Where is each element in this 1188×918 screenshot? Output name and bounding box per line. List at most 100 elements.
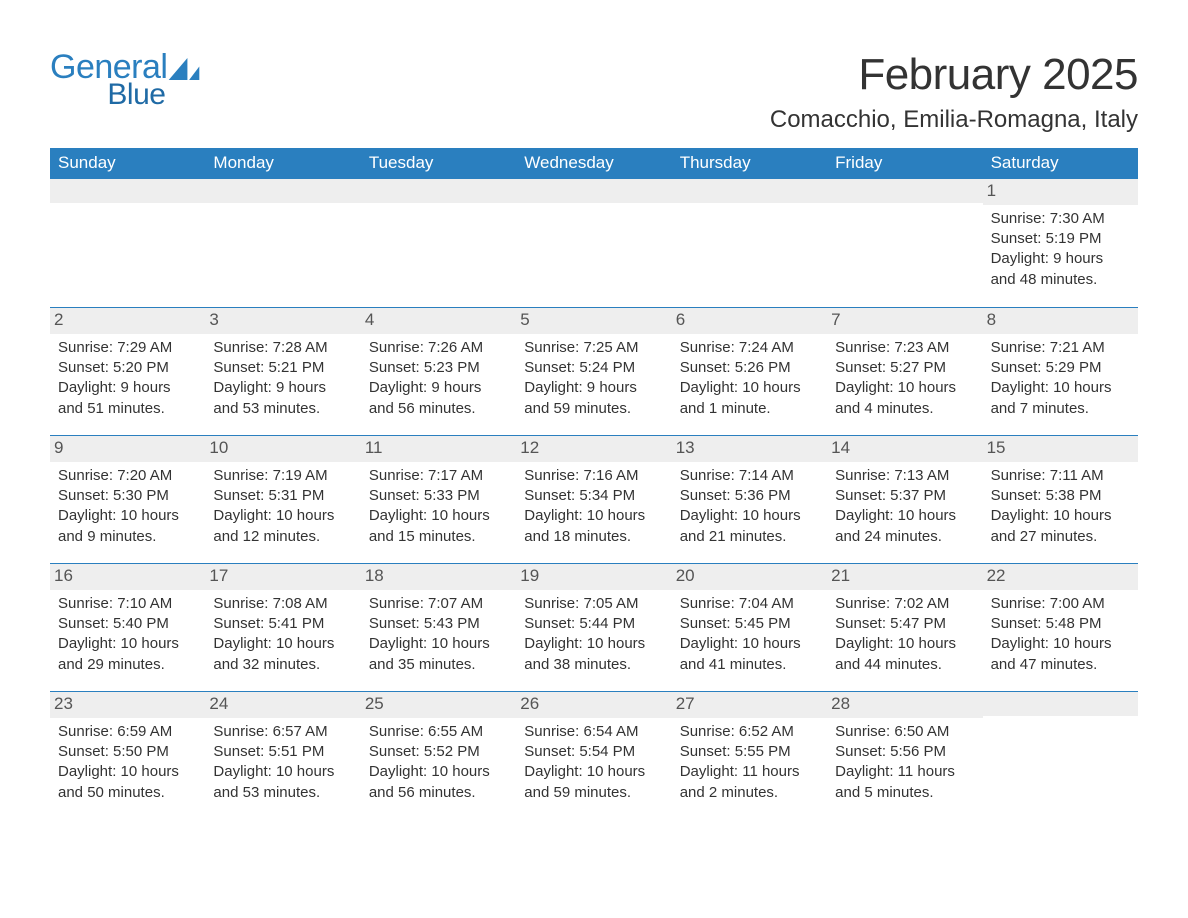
day-cell <box>672 179 827 307</box>
daylight-text: Daylight: 9 hours and 56 minutes. <box>369 378 508 419</box>
sunset-text: Sunset: 5:56 PM <box>835 742 974 762</box>
logo-text: General Blue <box>50 50 167 110</box>
day-number: 4 <box>361 308 516 334</box>
day-number: 24 <box>205 692 360 718</box>
logo: General Blue <box>50 50 201 110</box>
sunset-text: Sunset: 5:54 PM <box>524 742 663 762</box>
day-cell: 28Sunrise: 6:50 AMSunset: 5:56 PMDayligh… <box>827 692 982 819</box>
day-cell: 9Sunrise: 7:20 AMSunset: 5:30 PMDaylight… <box>50 436 205 563</box>
day-number: 10 <box>205 436 360 462</box>
day-cell: 8Sunrise: 7:21 AMSunset: 5:29 PMDaylight… <box>983 308 1138 435</box>
day-number: 20 <box>672 564 827 590</box>
day-number <box>361 179 516 203</box>
sunset-text: Sunset: 5:45 PM <box>680 614 819 634</box>
day-number: 13 <box>672 436 827 462</box>
daylight-text: Daylight: 10 hours and 12 minutes. <box>213 506 352 547</box>
sunset-text: Sunset: 5:41 PM <box>213 614 352 634</box>
day-number: 16 <box>50 564 205 590</box>
sunrise-text: Sunrise: 7:17 AM <box>369 466 508 486</box>
day-cell: 20 Sunrise: 7:04 AMSunset: 5:45 PMDayligh… <box>672 564 827 691</box>
day-cell: 23Sunrise: 6:59 AMSunset: 5:50 PMDayligh… <box>50 692 205 819</box>
week-row: 23Sunrise: 6:59 AMSunset: 5:50 PMDayligh… <box>50 691 1138 819</box>
sunset-text: Sunset: 5:31 PM <box>213 486 352 506</box>
sunrise-text: Sunrise: 6:55 AM <box>369 722 508 742</box>
sunset-text: Sunset: 5:47 PM <box>835 614 974 634</box>
daylight-text: Daylight: 10 hours and 35 minutes. <box>369 634 508 675</box>
day-number: 12 <box>516 436 671 462</box>
day-cell: 4Sunrise: 7:26 AMSunset: 5:23 PMDaylight… <box>361 308 516 435</box>
daylight-text: Daylight: 10 hours and 56 minutes. <box>369 762 508 803</box>
day-number <box>50 179 205 203</box>
daylight-text: Daylight: 10 hours and 47 minutes. <box>991 634 1130 675</box>
daylight-text: Daylight: 10 hours and 59 minutes. <box>524 762 663 803</box>
day-body: Sunrise: 7:14 AMSunset: 5:36 PMDaylight:… <box>678 466 821 547</box>
day-cell: 13 Sunrise: 7:14 AMSunset: 5:36 PMDayligh… <box>672 436 827 563</box>
day-cell: 1Sunrise: 7:30 AMSunset: 5:19 PMDaylight… <box>983 179 1138 307</box>
sunset-text: Sunset: 5:19 PM <box>991 229 1130 249</box>
day-cell: 10Sunrise: 7:19 AMSunset: 5:31 PMDayligh… <box>205 436 360 563</box>
sunrise-text: Sunrise: 7:13 AM <box>835 466 974 486</box>
day-number: 22 <box>983 564 1138 590</box>
day-body: Sunrise: 7:16 AMSunset: 5:34 PMDaylight:… <box>522 466 665 547</box>
day-number <box>827 179 982 203</box>
sunrise-text: Sunrise: 7:16 AM <box>524 466 663 486</box>
sunrise-text: Sunrise: 7:04 AM <box>680 594 819 614</box>
day-body: Sunrise: 7:07 AMSunset: 5:43 PMDaylight:… <box>367 594 510 675</box>
daylight-text: Daylight: 10 hours and 18 minutes. <box>524 506 663 547</box>
day-cell: 24Sunrise: 6:57 AMSunset: 5:51 PMDayligh… <box>205 692 360 819</box>
sunset-text: Sunset: 5:24 PM <box>524 358 663 378</box>
sunrise-text: Sunrise: 7:29 AM <box>58 338 197 358</box>
daylight-text: Daylight: 10 hours and 41 minutes. <box>680 634 819 675</box>
sunset-text: Sunset: 5:27 PM <box>835 358 974 378</box>
day-body: Sunrise: 7:28 AMSunset: 5:21 PMDaylight:… <box>211 338 354 419</box>
dow-cell: Sunday <box>50 148 205 179</box>
day-cell: 14Sunrise: 7:13 AMSunset: 5:37 PMDayligh… <box>827 436 982 563</box>
day-cell: 11Sunrise: 7:17 AMSunset: 5:33 PMDayligh… <box>361 436 516 563</box>
daylight-text: Daylight: 10 hours and 9 minutes. <box>58 506 197 547</box>
day-body: Sunrise: 7:30 AMSunset: 5:19 PMDaylight:… <box>989 209 1132 290</box>
day-body: Sunrise: 7:11 AMSunset: 5:38 PMDaylight:… <box>989 466 1132 547</box>
day-body: Sunrise: 7:13 AMSunset: 5:37 PMDaylight:… <box>833 466 976 547</box>
month-title: February 2025 <box>770 50 1138 100</box>
sunset-text: Sunset: 5:44 PM <box>524 614 663 634</box>
daylight-text: Daylight: 10 hours and 29 minutes. <box>58 634 197 675</box>
day-body: Sunrise: 6:55 AMSunset: 5:52 PMDaylight:… <box>367 722 510 803</box>
sunrise-text: Sunrise: 6:54 AM <box>524 722 663 742</box>
daylight-text: Daylight: 10 hours and 7 minutes. <box>991 378 1130 419</box>
day-cell: 21Sunrise: 7:02 AMSunset: 5:47 PMDayligh… <box>827 564 982 691</box>
daylight-text: Daylight: 11 hours and 2 minutes. <box>680 762 819 803</box>
day-cell <box>50 179 205 307</box>
day-number <box>672 179 827 203</box>
daylight-text: Daylight: 10 hours and 27 minutes. <box>991 506 1130 547</box>
day-number: 23 <box>50 692 205 718</box>
day-number: 6 <box>672 308 827 334</box>
day-cell: 3Sunrise: 7:28 AMSunset: 5:21 PMDaylight… <box>205 308 360 435</box>
day-body: Sunrise: 7:04 AMSunset: 5:45 PMDaylight:… <box>678 594 821 675</box>
sunset-text: Sunset: 5:33 PM <box>369 486 508 506</box>
day-body: Sunrise: 7:08 AMSunset: 5:41 PMDaylight:… <box>211 594 354 675</box>
day-number: 5 <box>516 308 671 334</box>
day-body: Sunrise: 7:02 AMSunset: 5:47 PMDaylight:… <box>833 594 976 675</box>
sunrise-text: Sunrise: 7:05 AM <box>524 594 663 614</box>
daylight-text: Daylight: 9 hours and 59 minutes. <box>524 378 663 419</box>
day-number <box>516 179 671 203</box>
daylight-text: Daylight: 10 hours and 53 minutes. <box>213 762 352 803</box>
sunset-text: Sunset: 5:36 PM <box>680 486 819 506</box>
daylight-text: Daylight: 10 hours and 32 minutes. <box>213 634 352 675</box>
calendar-body: 1Sunrise: 7:30 AMSunset: 5:19 PMDaylight… <box>50 179 1138 819</box>
sunrise-text: Sunrise: 7:28 AM <box>213 338 352 358</box>
day-number <box>205 179 360 203</box>
dow-cell: Wednesday <box>516 148 671 179</box>
day-cell <box>361 179 516 307</box>
sunrise-text: Sunrise: 7:25 AM <box>524 338 663 358</box>
sunrise-text: Sunrise: 7:14 AM <box>680 466 819 486</box>
day-cell: 2Sunrise: 7:29 AMSunset: 5:20 PMDaylight… <box>50 308 205 435</box>
day-cell: 6Sunrise: 7:24 AMSunset: 5:26 PMDaylight… <box>672 308 827 435</box>
calendar: SundayMondayTuesdayWednesdayThursdayFrid… <box>50 148 1138 819</box>
day-body: Sunrise: 7:25 AMSunset: 5:24 PMDaylight:… <box>522 338 665 419</box>
sunrise-text: Sunrise: 7:02 AM <box>835 594 974 614</box>
sunrise-text: Sunrise: 7:23 AM <box>835 338 974 358</box>
dow-cell: Monday <box>205 148 360 179</box>
day-cell <box>983 692 1138 819</box>
dow-cell: Friday <box>827 148 982 179</box>
